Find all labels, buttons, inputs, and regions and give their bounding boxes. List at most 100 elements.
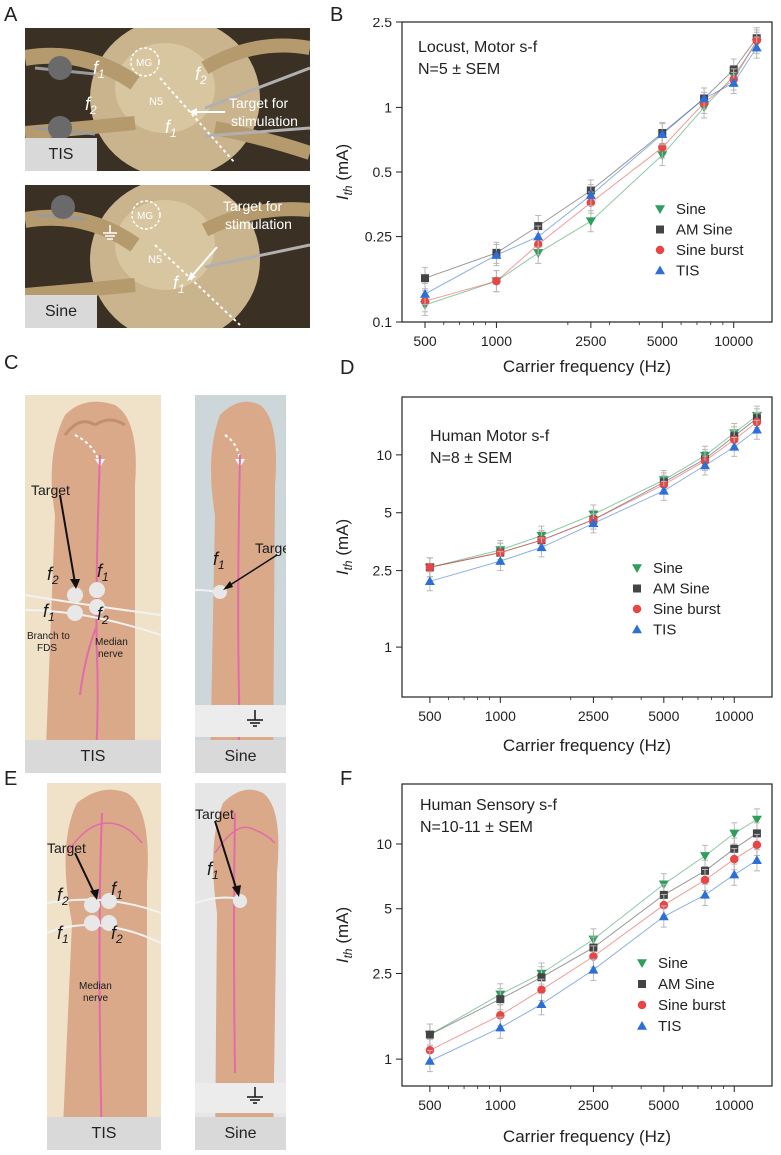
legend-label: Sine burst bbox=[676, 242, 744, 259]
y-axis-label-sub: th bbox=[341, 185, 355, 195]
y-axis-label: Ith (mA) bbox=[333, 519, 355, 575]
svg-text:f1: f1 bbox=[57, 923, 69, 946]
data-point bbox=[537, 985, 546, 995]
target-label: Target for bbox=[223, 198, 282, 214]
legend-marker bbox=[637, 1000, 647, 1010]
n5-label: N5 bbox=[149, 96, 163, 108]
legend-label: TIS bbox=[658, 1018, 681, 1035]
svg-text:f2: f2 bbox=[97, 604, 109, 627]
f2-label-b: f bbox=[85, 94, 92, 114]
f1-sub: 1 bbox=[178, 282, 185, 296]
svg-text:f1: f1 bbox=[213, 549, 225, 572]
f-label: f bbox=[111, 923, 118, 943]
y-axis-label: Ith (mA) bbox=[333, 907, 355, 963]
svg-text:f1: f1 bbox=[93, 58, 105, 81]
f2-label: f bbox=[195, 64, 202, 84]
data-point bbox=[658, 911, 669, 921]
y-tick-label: 10 bbox=[376, 836, 392, 852]
y-axis-label-main: I bbox=[333, 958, 352, 963]
y-axis-label-sub: th bbox=[341, 560, 355, 570]
f-sub: 1 bbox=[116, 888, 123, 902]
svg-text:f2: f2 bbox=[111, 923, 123, 946]
fit-line bbox=[429, 859, 758, 1062]
chart-f: 500 1000 2500 5000 10000 1 2.5 5 10 Carrier frequ… bbox=[330, 772, 781, 1150]
legend-marker bbox=[637, 959, 647, 968]
y-axis-label-main: I bbox=[333, 195, 352, 200]
data-point bbox=[729, 829, 740, 839]
target-label: Target bbox=[31, 482, 70, 498]
x-tick-label: 10000 bbox=[715, 708, 754, 724]
f-label: f bbox=[57, 923, 64, 943]
x-tick-label: 10000 bbox=[714, 333, 753, 349]
data-point bbox=[751, 424, 762, 434]
chart-subtitle: N=5 ± SEM bbox=[418, 61, 500, 78]
x-tick-label: 500 bbox=[418, 708, 442, 724]
data-point bbox=[425, 563, 435, 572]
x-tick-label: 1000 bbox=[481, 333, 512, 349]
legend-marker bbox=[632, 564, 642, 573]
x-tick-label: 1000 bbox=[485, 1097, 516, 1113]
f1-label-b: f bbox=[165, 117, 172, 137]
data-point bbox=[424, 576, 435, 586]
x-tick-label: 2500 bbox=[575, 333, 606, 349]
median-label-2: nerve bbox=[83, 993, 108, 1004]
panel-letter-d: D bbox=[340, 357, 355, 379]
x-tick-label: 10000 bbox=[715, 1097, 754, 1113]
y-tick-label: 2.5 bbox=[373, 563, 393, 579]
data-point bbox=[589, 952, 598, 961]
fit-line bbox=[424, 40, 758, 302]
svg-text:f1: f1 bbox=[173, 273, 185, 296]
legend-label: Sine bbox=[653, 560, 683, 577]
f-label: f bbox=[97, 561, 104, 581]
f-label: f bbox=[57, 885, 64, 905]
chart-b: 500 1000 2500 5000 10000 0.1 0.25 0.5 1 2.5 Carrie… bbox=[330, 14, 781, 382]
x-tick-label: 500 bbox=[413, 333, 437, 349]
fit-line bbox=[429, 832, 758, 1036]
legend-label: Sine burst bbox=[658, 997, 726, 1014]
y-tick-label: 0.25 bbox=[365, 229, 392, 245]
svg-text:f2: f2 bbox=[195, 64, 207, 87]
data-point bbox=[729, 441, 740, 451]
f1-label: f bbox=[173, 273, 180, 293]
median-label: Median bbox=[79, 981, 112, 992]
data-point bbox=[491, 250, 502, 259]
data-point bbox=[752, 829, 761, 838]
target-label-2: stimulation bbox=[225, 216, 292, 232]
f-label: f bbox=[213, 549, 220, 569]
x-tick-label: 1000 bbox=[485, 708, 516, 724]
data-point bbox=[700, 889, 711, 899]
data-point bbox=[700, 460, 711, 470]
panel-letter-b: B bbox=[330, 4, 344, 26]
target-label: Target bbox=[195, 806, 234, 822]
f-label: f bbox=[111, 879, 118, 899]
legend-marker bbox=[632, 604, 642, 614]
mg-label: MG bbox=[137, 211, 153, 222]
data-point bbox=[585, 217, 596, 227]
svg-text:f2: f2 bbox=[47, 564, 59, 587]
branch-label: Branch to bbox=[27, 631, 70, 642]
svg-text:f1: f1 bbox=[43, 601, 55, 624]
x-tick-label: 5000 bbox=[647, 333, 678, 349]
x-axis-label: Carrier frequency (Hz) bbox=[503, 357, 671, 376]
fit-line bbox=[429, 421, 758, 568]
f1-sub-b: 1 bbox=[170, 126, 177, 140]
fit-line bbox=[429, 819, 758, 1036]
data-point bbox=[658, 143, 667, 152]
fit-line bbox=[429, 844, 758, 1051]
legend-label: AM Sine bbox=[653, 581, 710, 598]
f-label: f bbox=[97, 604, 104, 624]
legend-label: Sine bbox=[676, 201, 706, 218]
data-point bbox=[700, 852, 711, 861]
data-point bbox=[585, 190, 596, 199]
data-point bbox=[728, 77, 739, 87]
series-tis bbox=[424, 419, 762, 592]
f2-sub-b: 2 bbox=[89, 103, 97, 117]
y-tick-label: 1 bbox=[384, 639, 392, 655]
data-point bbox=[751, 855, 762, 865]
legend-label: AM Sine bbox=[658, 976, 715, 993]
caption-arm-c-tis: TIS bbox=[25, 740, 161, 773]
f-label: f bbox=[43, 601, 50, 621]
target-label: Target for bbox=[229, 95, 288, 111]
fit-line bbox=[424, 47, 758, 295]
chart-title: Locust, Motor s-f bbox=[418, 39, 538, 56]
